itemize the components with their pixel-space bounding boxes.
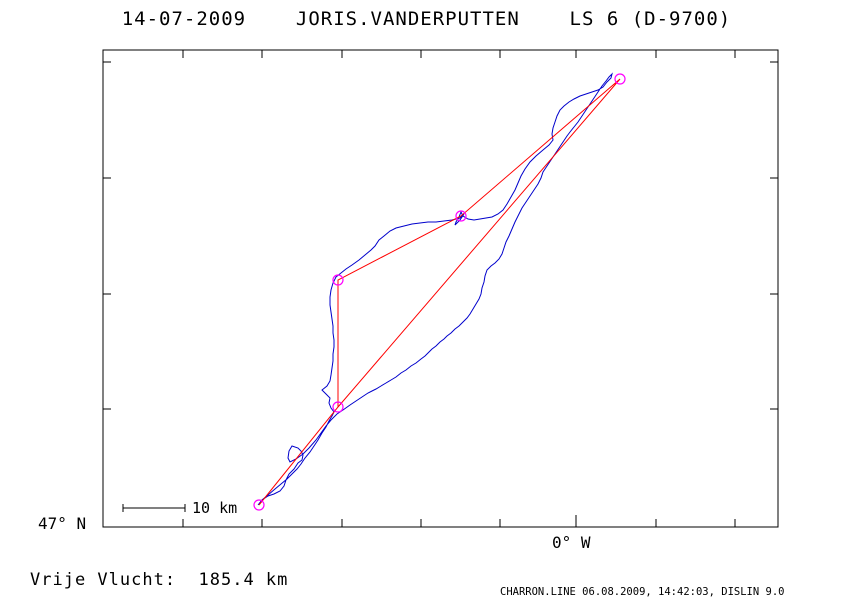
flight-track	[257, 72, 613, 506]
footer-info: CHARRON.LINE 06.08.2009, 14:42:03, DISLI…	[500, 586, 785, 598]
turnpoint-marker	[332, 401, 344, 413]
turnpoint-marker	[253, 499, 265, 511]
top-axis-ticks	[182, 50, 736, 58]
flight-distance: Vrije Vlucht: 185.4 km	[30, 570, 289, 590]
right-axis-ticks	[770, 61, 778, 410]
plot-frame	[102, 49, 779, 528]
longitude-label: 0° W	[552, 533, 591, 552]
scale-bar	[122, 504, 186, 512]
turnpoint-marker	[455, 210, 467, 222]
turnpoint-marker	[614, 73, 626, 85]
latitude-label: 47° N	[38, 514, 87, 533]
task-route	[258, 78, 621, 506]
scale-bar-label: 10 km	[192, 499, 238, 517]
bottom-axis-ticks	[182, 515, 736, 527]
turnpoint-marker	[332, 274, 344, 286]
left-axis-ticks	[103, 61, 111, 410]
chart-title: 14-07-2009 JORIS.VANDERPUTTEN LS 6 (D-97…	[121, 8, 732, 30]
